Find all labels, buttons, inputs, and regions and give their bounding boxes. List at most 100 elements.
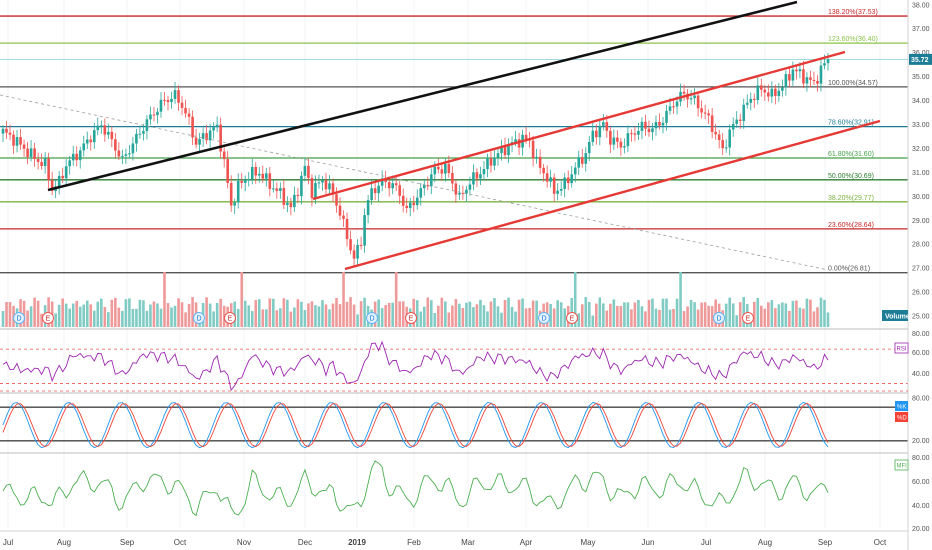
- candle-body: [661, 122, 665, 126]
- candle-body: [156, 111, 159, 116]
- candle-body: [114, 139, 117, 151]
- candle-body: [612, 137, 616, 145]
- volume-bar: [812, 311, 816, 327]
- candle-body: [236, 180, 240, 203]
- volume-bar: [823, 299, 826, 327]
- earnings-marker[interactable]: E: [405, 312, 417, 324]
- earnings-marker[interactable]: E: [742, 312, 754, 324]
- volume-bar: [440, 297, 444, 327]
- volume-bar: [826, 312, 830, 327]
- volume-bar: [268, 298, 272, 327]
- candle-body: [201, 133, 205, 139]
- volume-bar: [398, 301, 402, 327]
- volume-bar: [465, 302, 468, 327]
- volume-bar: [503, 300, 507, 327]
- candle-body: [689, 98, 693, 100]
- volume-bar: [92, 310, 96, 327]
- earnings-marker[interactable]: E: [224, 312, 236, 324]
- time-tick-label: Oct: [874, 538, 887, 547]
- volume-bar: [156, 303, 159, 327]
- volume-bar: [577, 313, 581, 327]
- candle-body: [493, 157, 496, 166]
- volume-bar: [672, 308, 675, 327]
- volume-bar: [345, 301, 349, 327]
- candle-body: [823, 63, 826, 66]
- candle-body: [43, 158, 47, 167]
- volume-bar: [163, 272, 166, 327]
- candle-body: [29, 148, 33, 158]
- volume-bar: [71, 303, 75, 327]
- time-tick-label: Nov: [237, 538, 251, 547]
- volume-bar: [57, 304, 61, 327]
- time-tick-label: Feb: [407, 538, 421, 547]
- mfi-tick-label: 80.00: [912, 455, 930, 462]
- fib-level-label: 0.00%(26.81): [828, 266, 870, 273]
- candle-body: [507, 144, 510, 156]
- candle-body: [816, 80, 819, 84]
- volume-bar: [759, 305, 763, 327]
- volume-bar: [149, 304, 152, 327]
- candle-body: [19, 137, 22, 145]
- candle-body: [784, 74, 788, 88]
- candle-body: [721, 140, 724, 149]
- candle-body: [598, 125, 602, 138]
- volume-bar: [128, 298, 131, 327]
- candle-body: [387, 182, 391, 189]
- time-tick-label: May: [580, 538, 595, 547]
- time-tick-label: 2019: [348, 538, 366, 547]
- volume-bar: [675, 298, 679, 327]
- volume-bar: [208, 303, 212, 327]
- candle-body: [296, 194, 300, 197]
- volume-bar: [514, 311, 517, 327]
- dividend-marker[interactable]: D: [366, 312, 378, 324]
- volume-bar: [429, 300, 433, 327]
- marker-circle: [224, 312, 236, 324]
- stoch-tick-label: 20.00: [912, 438, 930, 445]
- candle-body: [250, 166, 254, 180]
- dividend-marker[interactable]: D: [538, 312, 550, 324]
- candle-body: [454, 183, 458, 195]
- volume-bar: [89, 304, 93, 327]
- candle-body: [405, 205, 409, 209]
- volume-bar: [303, 310, 307, 327]
- stoch-k-line: [2, 401, 829, 449]
- candle-body: [770, 88, 774, 97]
- volume-bar: [324, 304, 328, 327]
- candle-body: [135, 133, 138, 144]
- candle-body: [331, 183, 335, 195]
- candle-body: [728, 129, 732, 148]
- earnings-marker[interactable]: E: [42, 312, 54, 324]
- volume-bar: [331, 303, 335, 327]
- volume-bar: [612, 299, 616, 327]
- marker-circle: [405, 312, 417, 324]
- candle-body: [451, 173, 454, 184]
- volume-bar: [286, 299, 289, 327]
- volume-bar: [535, 300, 538, 327]
- black-trendline: [47, 0, 798, 192]
- candle-body: [517, 139, 521, 148]
- dividend-marker[interactable]: D: [13, 312, 25, 324]
- volume-bar: [689, 299, 693, 327]
- dividend-marker[interactable]: D: [713, 312, 725, 324]
- volume-bar: [475, 304, 479, 327]
- candle-body: [272, 188, 275, 190]
- candle-body: [89, 139, 93, 143]
- candle-body: [809, 77, 812, 80]
- mfi-pane: [2, 460, 829, 517]
- volume-bar: [781, 302, 784, 327]
- price-tick-label: 33.00: [912, 122, 930, 129]
- candle-body: [208, 130, 212, 141]
- volume-bar: [289, 311, 293, 327]
- price-tick-label: 38.00: [912, 2, 930, 9]
- earnings-marker[interactable]: E: [566, 312, 578, 324]
- dividend-marker[interactable]: D: [193, 312, 205, 324]
- volume-bar: [205, 297, 208, 327]
- fib-levels: 138.20%(37.53) 123.60%(36.40) 100.00%(34.5…: [0, 9, 908, 274]
- candle-body: [644, 121, 647, 129]
- candle-body: [640, 121, 644, 131]
- candle-body: [781, 87, 784, 91]
- volume-bar: [461, 307, 465, 327]
- rsi-label: RSI: [897, 347, 907, 353]
- candle-body: [142, 131, 145, 134]
